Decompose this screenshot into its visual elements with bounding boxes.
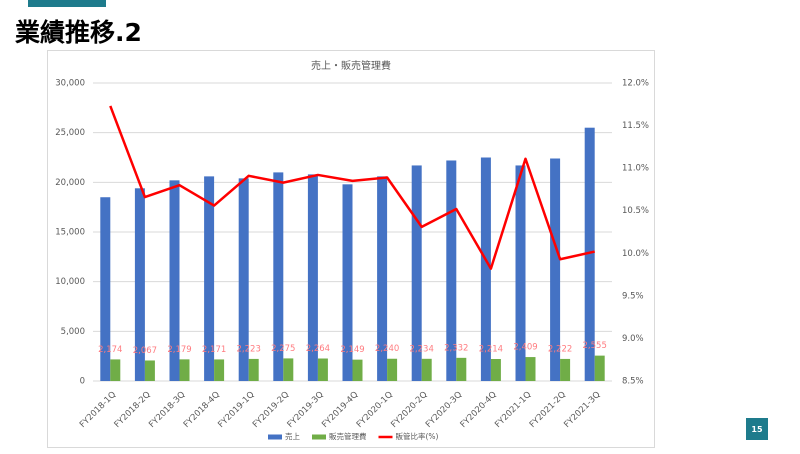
y-tick-label: 0: [80, 377, 85, 387]
y-tick-label: 25,000: [55, 128, 85, 138]
bar: [560, 358, 571, 381]
y2-tick-label: 10.0%: [622, 249, 649, 259]
data-label: 2,222: [548, 344, 572, 354]
x-tick-label: FY2021-3Q: [562, 390, 602, 430]
data-label: 2,275: [271, 344, 295, 354]
bar: [248, 358, 259, 381]
bar: [456, 357, 467, 381]
bar: [550, 158, 561, 381]
bar: [480, 157, 491, 381]
data-label: 2,240: [375, 344, 399, 354]
y-tick-label: 5,000: [61, 327, 85, 337]
bar: [377, 176, 388, 381]
data-label: 2,149: [340, 345, 364, 355]
y2-tick-label: 9.0%: [622, 334, 644, 344]
legend-swatch: [312, 434, 326, 440]
y2-tick-label: 11.0%: [622, 164, 649, 174]
data-label: 2,264: [306, 344, 330, 354]
bar: [169, 180, 180, 381]
data-label: 2,555: [583, 341, 607, 351]
bar: [490, 359, 501, 381]
bar: [283, 358, 294, 381]
data-label: 2,171: [202, 345, 226, 355]
data-label: 2,223: [237, 344, 261, 354]
bar: [515, 165, 526, 381]
y2-tick-label: 10.5%: [622, 206, 649, 216]
data-label: 2,067: [133, 346, 157, 356]
line-series: [109, 105, 595, 270]
bar: [352, 359, 363, 381]
data-label: 2,214: [479, 345, 503, 355]
bar: [525, 357, 536, 381]
bar: [238, 178, 249, 381]
legend-label: 販管比率(%): [396, 431, 439, 441]
y-tick-label: 15,000: [55, 228, 85, 238]
bar: [214, 359, 225, 381]
bar: [317, 358, 328, 381]
chart-frame: [47, 50, 655, 448]
bar: [134, 188, 145, 381]
bar: [387, 358, 398, 381]
chart-title: 売上・販売管理費: [311, 59, 391, 72]
accent-bar: [28, 0, 106, 7]
y2-tick-label: 12.0%: [622, 79, 649, 89]
page-number-box: [746, 418, 768, 440]
bar: [411, 165, 422, 381]
y-tick-label: 30,000: [55, 79, 85, 89]
bar: [100, 197, 111, 381]
data-label: 2,179: [167, 345, 191, 355]
data-label: 2,332: [444, 343, 468, 353]
bar: [594, 355, 605, 381]
bar: [342, 184, 353, 381]
legend-swatch: [268, 434, 282, 440]
data-label: 2,409: [513, 343, 537, 353]
bar: [144, 360, 155, 381]
legend-label: 売上: [285, 431, 300, 441]
bar: [110, 359, 121, 381]
data-label: 2,234: [410, 344, 434, 354]
y2-tick-label: 9.5%: [622, 291, 644, 301]
bar: [584, 127, 595, 381]
y2-tick-label: 11.5%: [622, 121, 649, 131]
bar: [204, 176, 215, 381]
y-tick-label: 10,000: [55, 277, 85, 287]
data-label: 2,174: [98, 345, 122, 355]
y2-tick-label: 8.5%: [622, 377, 644, 387]
bar: [179, 359, 190, 381]
slide-title: 業績推移.2: [15, 18, 142, 47]
page-number: 15: [751, 425, 763, 434]
y-tick-label: 20,000: [55, 178, 85, 188]
legend-label: 販売管理費: [329, 431, 367, 441]
bar: [307, 174, 318, 381]
bar: [446, 160, 457, 381]
bar: [421, 358, 432, 381]
bar: [273, 172, 284, 381]
